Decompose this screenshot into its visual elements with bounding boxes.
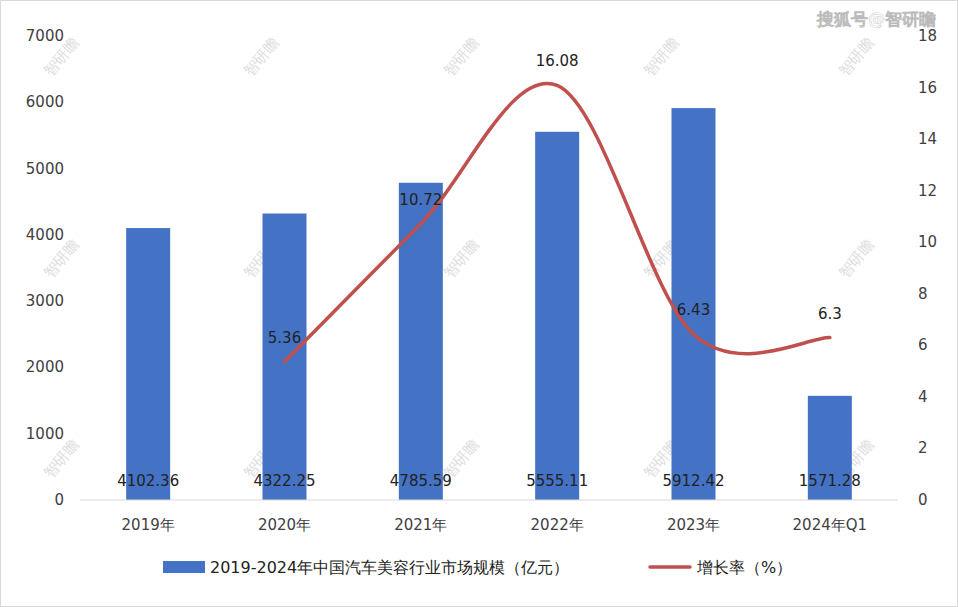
- y2-tick-label: 4: [918, 388, 928, 406]
- y-tick-label: 4000: [26, 226, 64, 244]
- frame: [1, 1, 958, 607]
- bar-label: 5555.11: [526, 472, 588, 490]
- line-label: 6.43: [677, 301, 710, 319]
- bar: [126, 228, 170, 500]
- y2-tick-label: 6: [918, 336, 928, 354]
- line-label: 16.08: [536, 52, 579, 70]
- x-tick-label: 2020年: [258, 516, 311, 534]
- labels: 4102.36 4322.25 4785.59 5555.11 5912.42 1571.…: [117, 52, 861, 490]
- line-label: 10.72: [399, 191, 442, 209]
- watermark: 智研瞻: [440, 236, 483, 282]
- y-tick-label: 6000: [26, 93, 64, 111]
- bar-label: 4322.25: [253, 472, 315, 490]
- bar-label: 5912.42: [662, 472, 724, 490]
- bar: [263, 213, 307, 500]
- bar: [535, 132, 579, 500]
- legend-label: 增长率（%）: [696, 558, 792, 577]
- y-tick-label: 7000: [26, 27, 64, 45]
- y2-tick-label: 14: [918, 130, 937, 148]
- line-label: 5.36: [268, 329, 301, 347]
- y2-tick-label: 10: [918, 233, 937, 251]
- legend-swatch: [163, 561, 205, 573]
- y-tick-label: 2000: [26, 358, 64, 376]
- plot-area: [126, 83, 852, 500]
- bar-label: 1571.28: [799, 472, 861, 490]
- y-tick-label: 0: [54, 491, 64, 509]
- y-tick-label: 3000: [26, 292, 64, 310]
- x-tick-label: 2019年: [122, 516, 175, 534]
- legend-swatch: [650, 565, 690, 569]
- x-tick-label: 2024年Q1: [793, 516, 868, 534]
- x-tick-label: 2021年: [394, 516, 447, 534]
- y-tick-label: 1000: [26, 425, 64, 443]
- y2-tick-label: 18: [918, 27, 937, 45]
- watermark: 智研瞻: [440, 34, 483, 80]
- y2-tick-label: 2: [918, 439, 928, 457]
- y2-tick-label: 0: [918, 491, 928, 509]
- source: 搜狐号@智研瞻: [816, 9, 936, 29]
- watermark: 智研瞻: [640, 34, 683, 80]
- watermark: 智研瞻: [835, 236, 878, 282]
- x-axis: [80, 500, 898, 501]
- line-label: 6.3: [818, 305, 842, 323]
- x-tick-label: 2022年: [531, 516, 584, 534]
- y2-tick-label: 16: [918, 79, 937, 97]
- x-tick-label: 2023年: [667, 516, 720, 534]
- line: [285, 83, 830, 361]
- chart: 智研瞻智研瞻智研瞻智研瞻智研瞻智研瞻智研瞻智研瞻智研瞻智研瞻智研瞻智研瞻智研瞻智…: [0, 0, 958, 607]
- watermark: 智研瞻: [240, 34, 283, 80]
- bar-label: 4785.59: [390, 472, 452, 490]
- bar: [399, 183, 443, 500]
- y2-tick-label: 8: [918, 285, 928, 303]
- y2-tick-label: 12: [918, 182, 937, 200]
- y-tick-label: 5000: [26, 160, 64, 178]
- bar: [672, 108, 716, 500]
- watermark: 智研瞻: [835, 34, 878, 80]
- bar-label: 4102.36: [117, 472, 179, 490]
- legend-label: 2019-2024年中国汽车美容行业市场规模（亿元）: [210, 558, 569, 577]
